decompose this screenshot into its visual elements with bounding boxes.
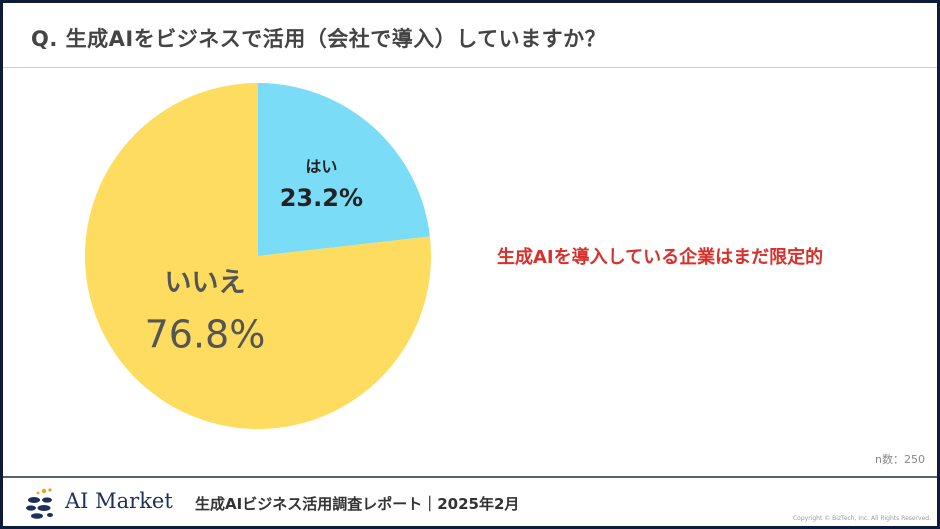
question-title: Q. 生成AIをビジネスで活用（会社で導入）していますか？ [31, 27, 607, 51]
slice-value-label: 76.8% [145, 312, 266, 356]
slice-label: いいえ [164, 267, 245, 298]
slice-label: はい [305, 157, 337, 176]
footer-divider [3, 476, 937, 478]
report-title: 生成AIビジネス活用調査レポート｜2025年2月 [195, 495, 520, 513]
pie-slice-yes [258, 83, 430, 256]
pie-chart: はい 23.2% いいえ 76.8% [84, 83, 431, 429]
sample-size-note: n数：250 [875, 453, 925, 466]
conclusion-text: 生成AIを導入している企業はまだ限定的 [497, 247, 824, 268]
slide: Q. 生成AIをビジネスで活用（会社で導入）していますか？ はい 23.2% いいえ… [3, 3, 937, 526]
pie-slice-no [84, 83, 431, 429]
ai-market-logo-icon [26, 488, 53, 519]
copyright-text: Copyright © BizTech, Inc. All Rights Res… [792, 515, 931, 522]
brand-name: AI Market [65, 489, 173, 513]
slice-value-label: 23.2% [280, 184, 363, 212]
title-divider [3, 67, 937, 68]
